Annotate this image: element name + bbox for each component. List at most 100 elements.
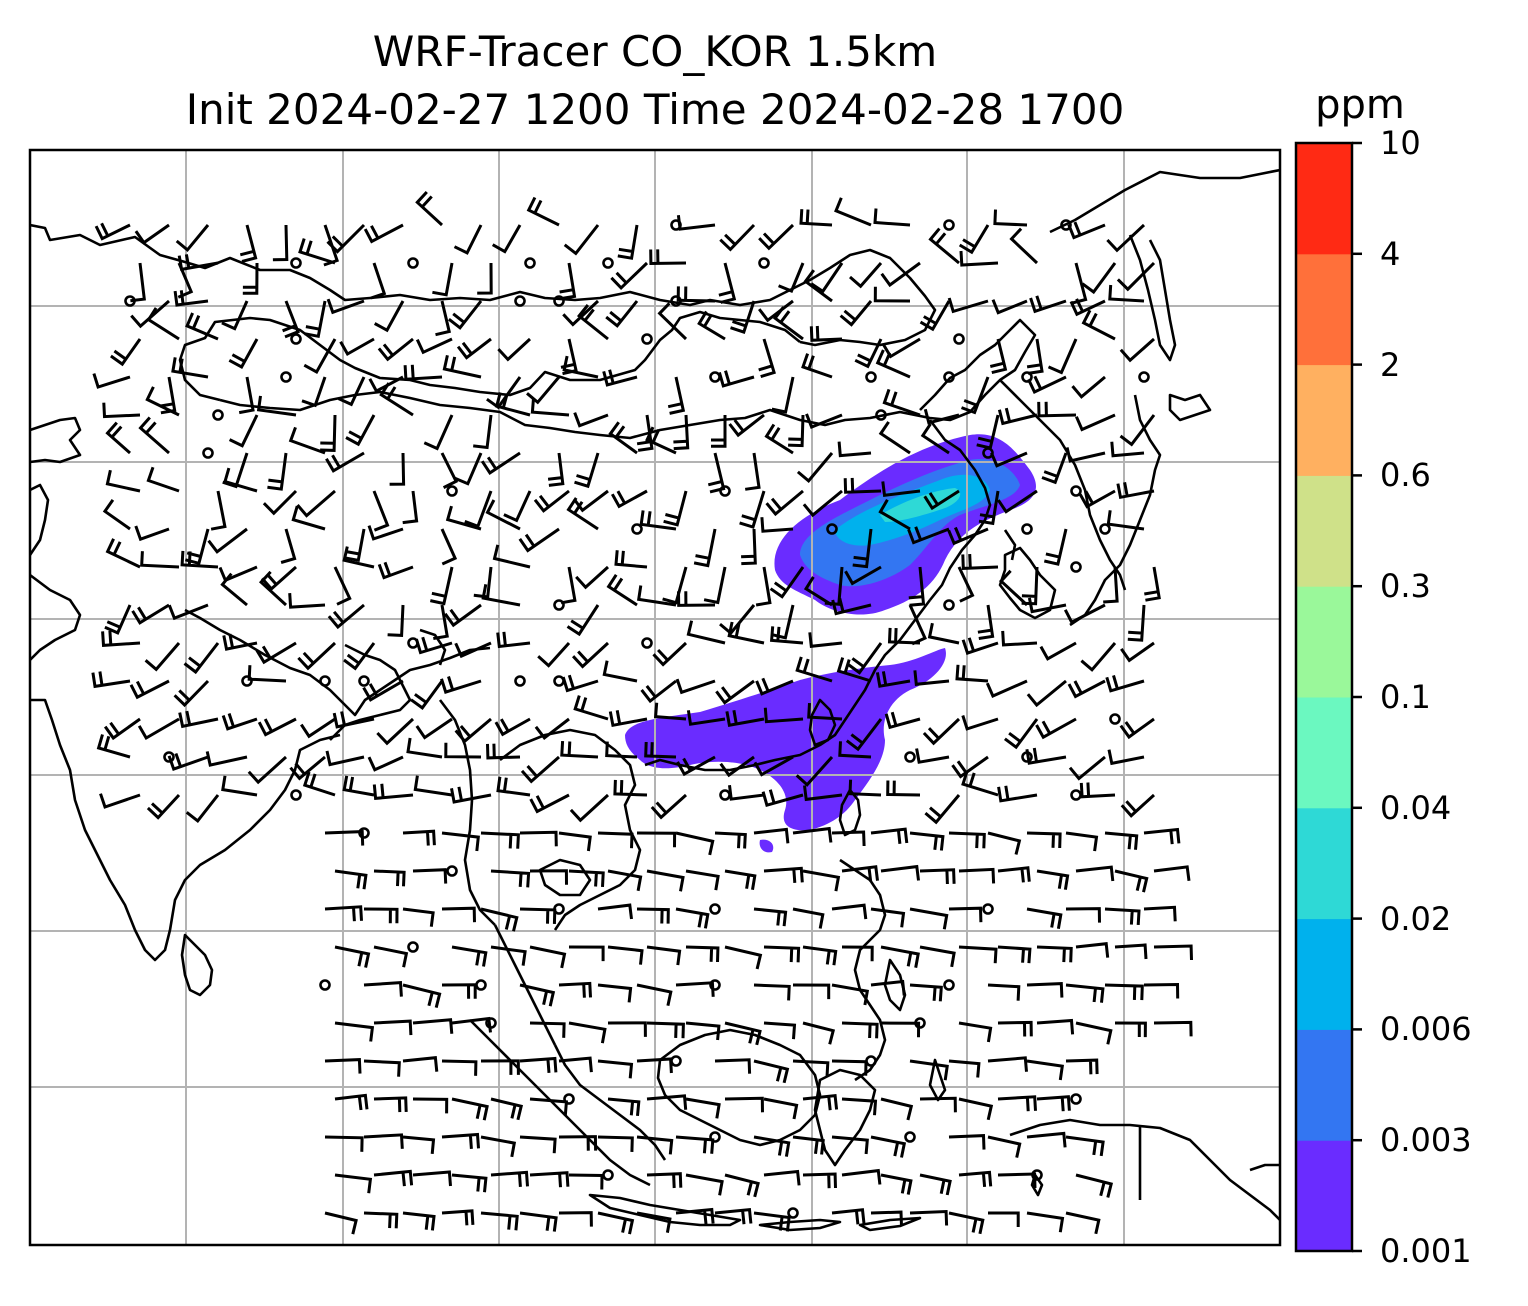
wind-barb: [1036, 1018, 1075, 1035]
wind-barb: [753, 1059, 790, 1084]
wind-barb: [363, 223, 404, 244]
wind-barb: [569, 793, 610, 823]
wind-barb: [377, 561, 414, 580]
wind-barb: [1104, 907, 1141, 925]
wind-barb: [368, 375, 404, 394]
wind-barb: [1026, 1131, 1067, 1148]
wind-barb: [104, 604, 132, 635]
wind-barb: [453, 224, 483, 255]
calm-wind-marker: [1060, 219, 1072, 231]
wind-barb: [714, 1207, 753, 1225]
wind-barb: [685, 1173, 724, 1196]
wind-barb: [958, 1170, 993, 1188]
wind-barb: [486, 743, 521, 760]
wind-barb: [772, 306, 804, 341]
wind-barb: [185, 312, 219, 341]
wind-barb: [568, 1173, 604, 1190]
wind-barb: [1108, 284, 1145, 303]
wind-barb: [1029, 295, 1067, 314]
wind-barb: [92, 373, 131, 389]
wind-barb: [239, 224, 258, 263]
wind-barb: [131, 603, 170, 625]
calm-wind-marker: [719, 789, 731, 801]
wind-barb: [724, 1173, 760, 1198]
wind-barb: [333, 566, 352, 606]
wind-barb: [441, 983, 477, 999]
wind-barb: [423, 414, 454, 451]
colorbar-tick-label: 10: [1380, 124, 1421, 162]
calm-wind-marker: [641, 637, 653, 649]
wind-barb: [873, 286, 911, 303]
wind-barb: [958, 945, 998, 964]
wind-barb: [1106, 223, 1146, 253]
wind-barb: [961, 715, 999, 731]
colorbar-segment: [1296, 364, 1352, 476]
wind-barb: [854, 338, 883, 369]
wind-barb: [173, 679, 210, 708]
wind-barb: [441, 1209, 475, 1226]
plume-northeast-inner-3: [880, 488, 961, 522]
wind-barb: [442, 354, 482, 379]
wind-barb: [441, 1132, 480, 1150]
wind-barb: [920, 423, 950, 455]
wind-barb: [715, 679, 755, 705]
wind-barb: [928, 227, 960, 265]
wind-barb: [435, 300, 452, 337]
calm-wind-marker: [241, 675, 253, 687]
wind-barb: [363, 907, 399, 924]
wind-barb: [574, 452, 600, 489]
calm-wind-marker: [358, 827, 370, 839]
wind-barb: [530, 397, 570, 417]
wind-barb: [662, 566, 688, 605]
colorbar-segment: [1296, 697, 1352, 809]
wind-barb: [769, 566, 805, 599]
wind-barb: [675, 981, 715, 997]
wind-barb: [1026, 907, 1063, 929]
calm-wind-marker: [290, 789, 302, 801]
wind-barb: [1075, 1021, 1113, 1045]
wind-barb: [807, 703, 843, 721]
wind-barb: [558, 831, 592, 852]
wind-barb: [771, 376, 795, 414]
wind-barb: [537, 641, 571, 668]
wind-barb: [1035, 717, 1077, 740]
wind-barb: [610, 261, 649, 291]
wind-barb: [563, 224, 600, 256]
wind-barb: [324, 905, 363, 922]
wind-barb: [412, 1170, 452, 1187]
wind-barb: [1065, 831, 1099, 852]
calm-wind-marker: [475, 979, 487, 991]
wind-barb: [218, 565, 258, 583]
wind-barb: [140, 551, 180, 569]
wind-barb: [297, 641, 337, 671]
wind-barb: [451, 945, 488, 967]
wind-barb: [96, 734, 131, 759]
wind-barb: [676, 755, 716, 777]
wind-barb: [961, 770, 999, 797]
wind-barb: [134, 223, 170, 245]
wind-barb: [997, 1172, 1037, 1189]
wind-barb: [223, 467, 258, 493]
wind-barb: [802, 1021, 836, 1045]
wind-barb: [456, 337, 492, 360]
wind-barb: [529, 1171, 570, 1188]
wind-barb: [753, 827, 790, 844]
wind-barb: [372, 490, 390, 532]
wind-barb: [870, 907, 906, 928]
wind-barb: [573, 695, 609, 721]
wind-barb: [373, 300, 405, 333]
wind-barb: [1144, 566, 1161, 602]
wind-barb: [875, 671, 911, 688]
wind-barb: [490, 1170, 529, 1188]
wind-barb: [373, 1096, 408, 1113]
wind-barb: [1063, 603, 1106, 625]
wind-barb: [445, 505, 482, 531]
wind-barb: [440, 676, 482, 694]
wind-barb: [220, 572, 248, 607]
wind-barb: [958, 224, 990, 255]
wind-barb: [1067, 221, 1106, 240]
wind-barb: [300, 717, 336, 739]
wind-barb: [1127, 604, 1146, 642]
map-title-line1: WRF-Tracer CO_KOR 1.5km: [372, 27, 938, 76]
